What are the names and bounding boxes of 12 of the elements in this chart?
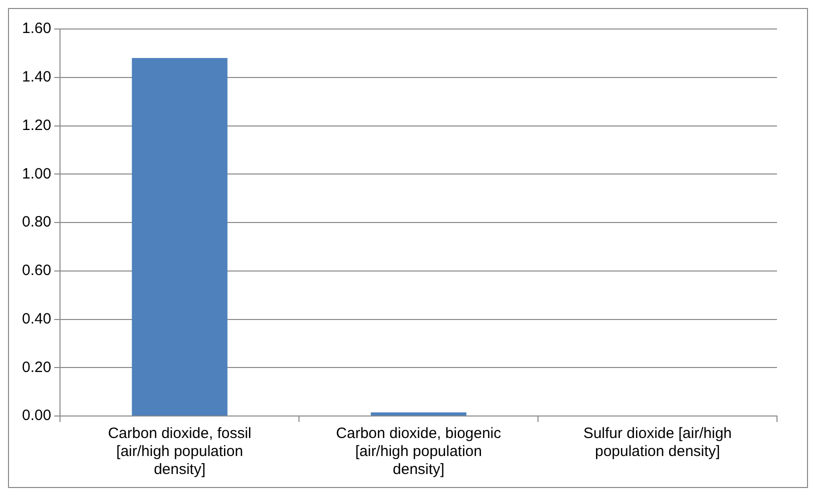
x-tick-label: Sulfur dioxide [air/high population density] (583, 425, 732, 460)
y-tick-label: 1.00 (22, 165, 52, 182)
y-tick-label: 0.80 (22, 214, 52, 231)
y-tick-label: 0.00 (22, 407, 52, 424)
y-tick-label: 1.60 (22, 20, 52, 38)
x-tick-label: Carbon dioxide, biogenic [air/high population density] (336, 425, 502, 478)
y-tick-label: 0.40 (22, 310, 52, 328)
y-tick-label: 0.20 (22, 358, 52, 376)
x-tick-label: Carbon dioxide, fossil [air/high population density] (108, 425, 252, 478)
y-tick-label: 1.20 (22, 116, 52, 134)
y-tick-label: 1.40 (22, 68, 52, 86)
y-tick-label: 0.60 (22, 262, 52, 280)
